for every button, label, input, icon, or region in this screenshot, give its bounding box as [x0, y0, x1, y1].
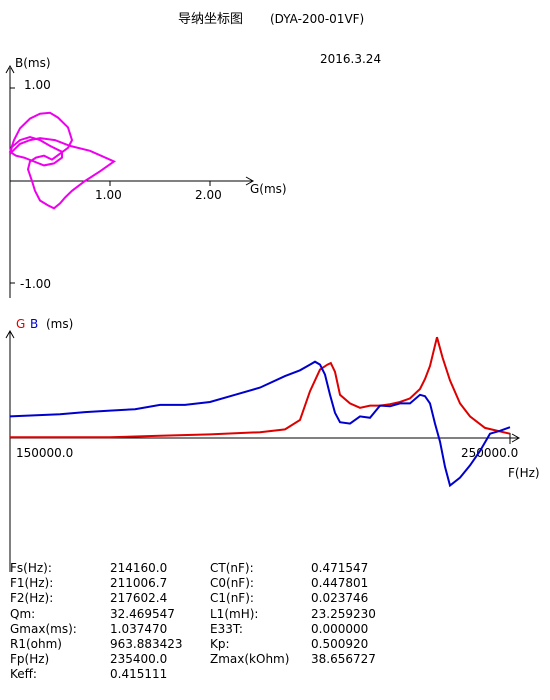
- param-key: E33T:: [210, 621, 243, 636]
- param-key: CT(nF):: [210, 561, 254, 575]
- param-key: Gmax(ms):: [10, 621, 77, 636]
- legend-g: G: [16, 317, 25, 331]
- model-label: (DYA-200-01VF): [270, 12, 364, 26]
- b-series-line: [9, 360, 511, 488]
- freq-tick-label-start: 150000.0: [16, 446, 73, 460]
- g-tick-label-2: 2.00: [195, 188, 222, 202]
- g-series-line: [10, 336, 511, 439]
- param-key: F1(Hz):: [10, 576, 54, 591]
- param-value: 217602.4: [110, 591, 168, 606]
- sweep-y-arrow: [5, 329, 15, 339]
- param-key: Fs(Hz):: [10, 561, 52, 575]
- param-value: 0.500920: [311, 636, 369, 651]
- param-key: Qm:: [10, 606, 36, 621]
- param-value: 235400.0: [110, 652, 168, 667]
- param-value: 211006.7: [110, 576, 168, 591]
- freq-axis-label: F(Hz): [508, 466, 540, 480]
- b-axis-label: B(ms): [15, 56, 51, 70]
- param-value: 1.037470: [110, 621, 168, 636]
- param-value: 32.469547: [110, 606, 175, 621]
- param-value: 214160.0: [110, 561, 168, 575]
- param-value: 0.471547: [311, 561, 369, 575]
- param-value: 0.000000: [311, 621, 369, 636]
- param-key: C1(nF):: [210, 591, 254, 606]
- param-key: C0(nF):: [210, 576, 254, 591]
- g-axis-arrow: [245, 176, 255, 186]
- param-value: 0.447801: [311, 576, 369, 591]
- param-key: R1(ohm): [10, 636, 62, 651]
- param-value: 0.023746: [311, 591, 369, 606]
- chart-title: 导纳坐标图: [178, 12, 243, 27]
- g-tick-label-1: 1.00: [95, 188, 122, 202]
- admittance-curve: [8, 111, 117, 210]
- legend-unit: (ms): [46, 317, 73, 331]
- param-value: 0.415111: [110, 667, 168, 682]
- b-axis-arrow: [5, 64, 15, 74]
- param-key: Kp:: [210, 636, 230, 651]
- param-value: 38.656727: [311, 652, 376, 667]
- b-tick-label-neg: -1.00: [20, 277, 51, 291]
- legend-b: B: [30, 317, 38, 331]
- param-key: Keff:: [10, 667, 37, 682]
- admittance-axes: [5, 64, 255, 298]
- param-value: 963.883423: [110, 636, 183, 651]
- date-label: 2016.3.24: [320, 52, 381, 66]
- g-axis-label: G(ms): [250, 182, 287, 196]
- param-key: L1(mH):: [210, 606, 259, 621]
- sweep-x-arrow: [511, 433, 521, 443]
- b-tick-label-pos: 1.00: [24, 78, 51, 92]
- freq-tick-label-end: 250000.0: [461, 446, 518, 460]
- param-key: F2(Hz):: [10, 591, 54, 606]
- param-key: Zmax(kOhm): [210, 652, 290, 667]
- param-value: 23.259230: [311, 606, 376, 621]
- param-key: Fp(Hz): [10, 652, 50, 667]
